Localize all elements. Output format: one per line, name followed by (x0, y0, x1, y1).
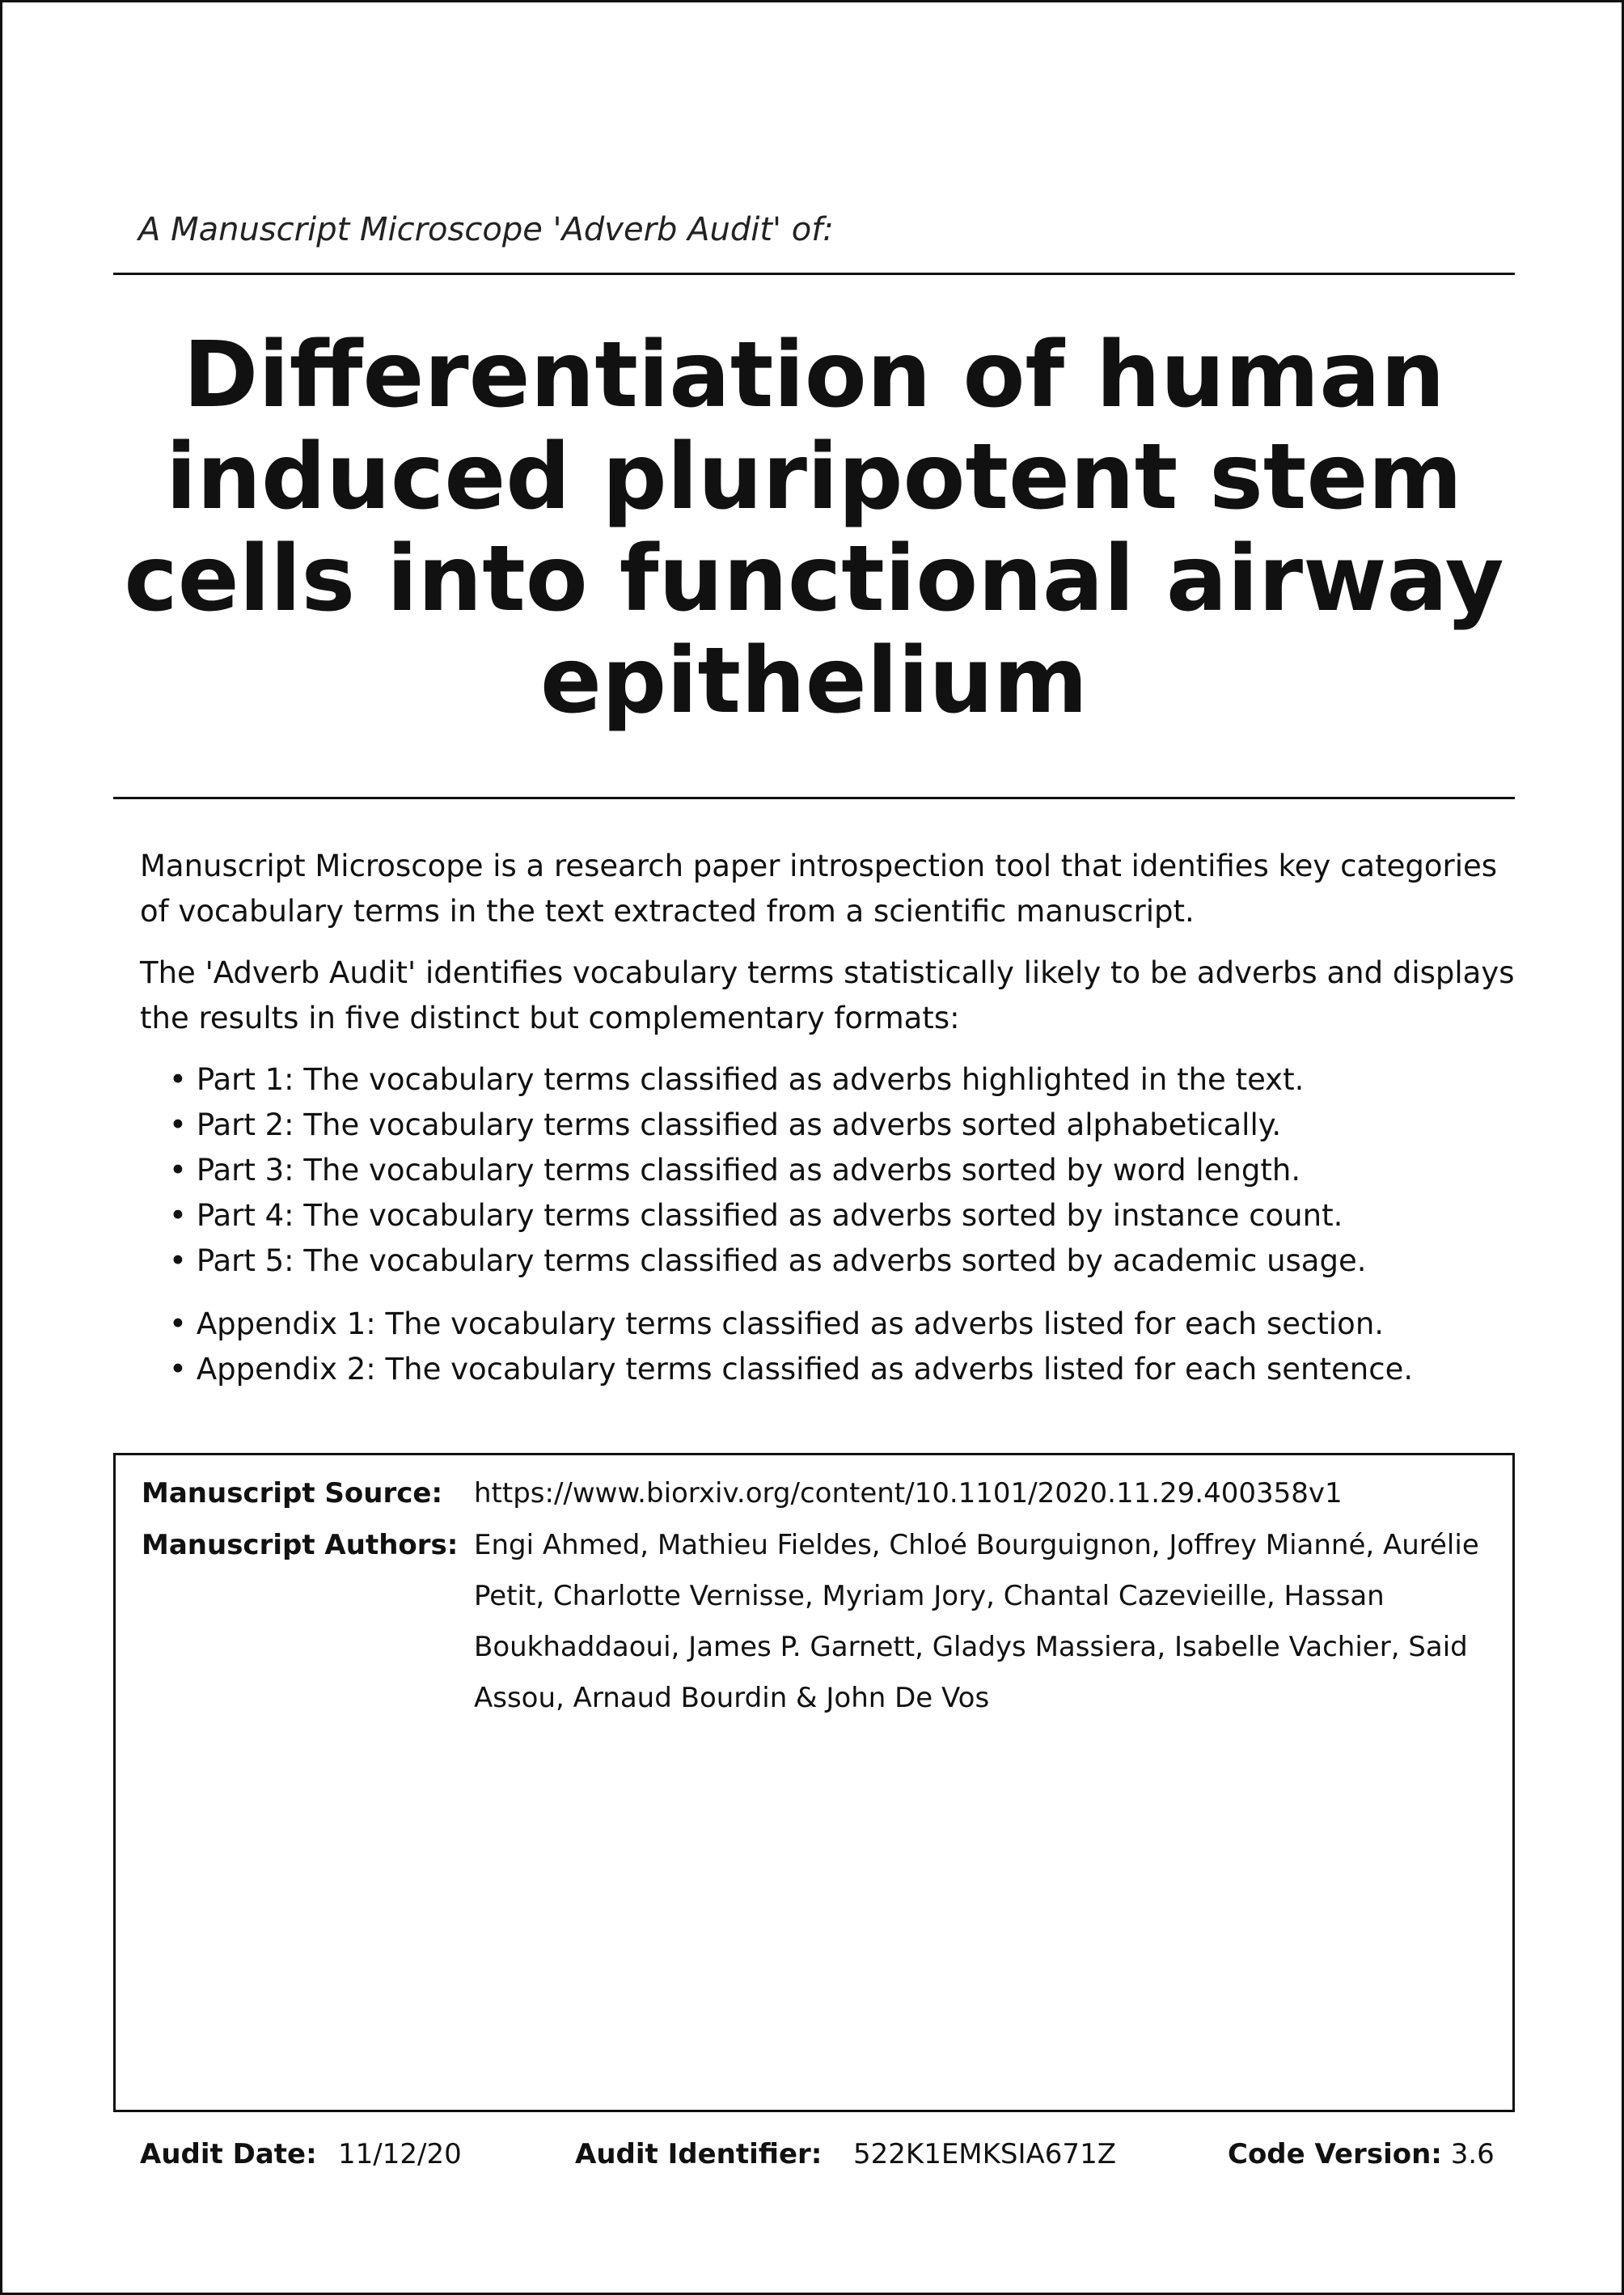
list-item: • Part 2: The vocabulary terms classified… (169, 1107, 1282, 1142)
list-item: • Part 4: The vocabulary terms classified… (169, 1198, 1343, 1233)
manuscript-source-label: Manuscript Source: (142, 1477, 443, 1510)
manuscript-source-row: Manuscript Source: https://www.biorxiv.o… (142, 1468, 1501, 1519)
manuscript-authors-row: Manuscript Authors: Engi Ahmed, Mathieu … (142, 1520, 1501, 1724)
list-item: • Appendix 1: The vocabulary terms classi… (169, 1306, 1385, 1341)
list-item: • Appendix 2: The vocabulary terms classi… (169, 1352, 1414, 1387)
intro-section: Manuscript Microscope is a research pape… (140, 844, 1515, 1392)
code-version-value: 3.6 (1450, 2138, 1495, 2170)
manuscript-source-value: https://www.biorxiv.org/content/10.1101/… (474, 1477, 1343, 1510)
top-divider (113, 273, 1515, 275)
list-item: • Part 3: The vocabulary terms classified… (169, 1153, 1301, 1188)
parts-list: • Part 1: The vocabulary terms classified… (140, 1057, 1515, 1284)
audit-identifier-value: 522K1EMKSIA671Z (853, 2138, 1116, 2170)
code-version-label: Code Version: (1228, 2138, 1442, 2170)
audit-date-value: 11/12/20 (338, 2138, 462, 2170)
document-title: Differentiation of human induced pluripo… (124, 323, 1504, 734)
intro-paragraph-1: Manuscript Microscope is a research pape… (140, 849, 1498, 929)
audit-identifier-label: Audit Identifier: (575, 2138, 823, 2170)
code-version: Code Version: 3.6 (1228, 2138, 1495, 2170)
manuscript-authors-value: Engi Ahmed, Mathieu Fieldes, Chloé Bourg… (474, 1529, 1479, 1714)
list-item: • Part 5: The vocabulary terms classified… (169, 1243, 1367, 1278)
intro-paragraph-2: The 'Adverb Audit' identifies vocabulary… (140, 955, 1515, 1035)
list-item: • Part 1: The vocabulary terms classified… (169, 1062, 1305, 1097)
manuscript-authors-label: Manuscript Authors: (142, 1529, 459, 1561)
appendix-list: • Appendix 1: The vocabulary terms classi… (140, 1302, 1515, 1392)
audit-date-label: Audit Date: (140, 2138, 317, 2170)
document-subtitle: A Manuscript Microscope 'Adverb Audit' o… (138, 211, 834, 248)
manuscript-info-box: Manuscript Source: https://www.biorxiv.o… (113, 1453, 1515, 2112)
title-divider (113, 797, 1515, 799)
